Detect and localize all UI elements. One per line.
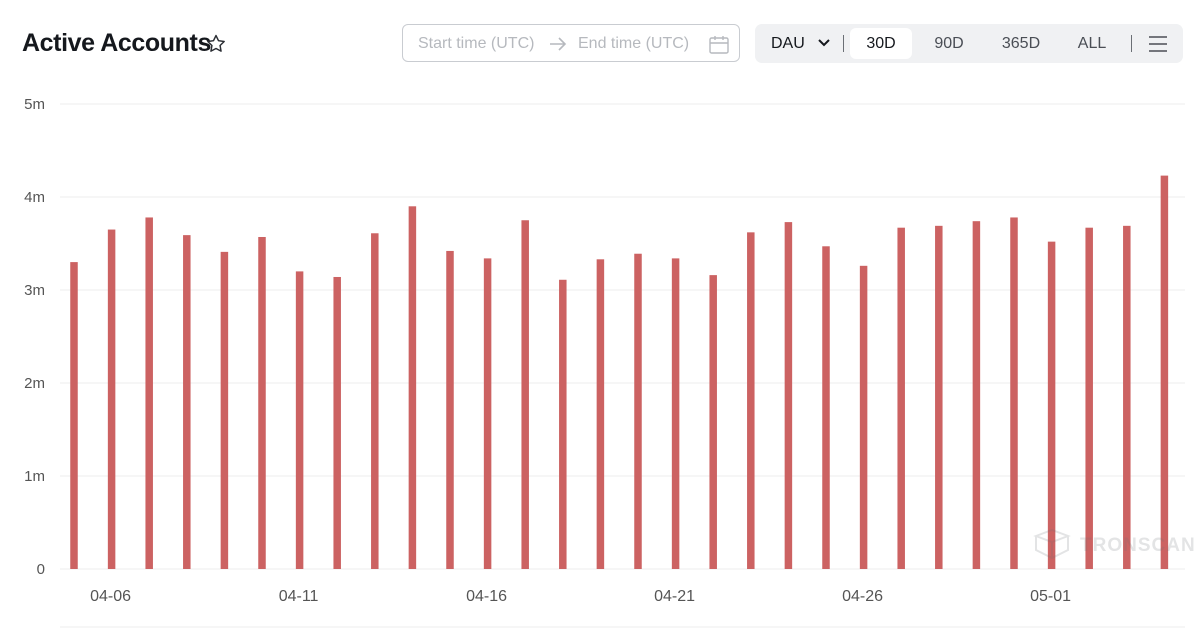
chart-header: Active Accounts Start time (UTC) End tim…	[0, 0, 1200, 90]
tronscan-logo-icon	[1033, 528, 1071, 560]
bar	[634, 253, 642, 570]
bar	[483, 258, 492, 569]
bar	[747, 232, 755, 569]
x-tick-label: 05-01	[1030, 588, 1071, 605]
bar	[333, 276, 341, 569]
x-tick-label: 04-26	[842, 588, 883, 605]
x-tick-label: 04-16	[466, 588, 507, 605]
bar	[859, 265, 868, 569]
end-time-input[interactable]: End time (UTC)	[578, 35, 690, 52]
time-range-controls: DAU 30D 90D 365D ALL	[755, 24, 1183, 63]
calendar-icon[interactable]	[709, 35, 729, 54]
range-all-button[interactable]: ALL	[1077, 35, 1107, 52]
start-time-input[interactable]: Start time (UTC)	[418, 35, 535, 52]
bar	[784, 222, 793, 570]
bar	[183, 235, 191, 569]
bar	[408, 206, 417, 570]
y-tick-label: 0	[37, 561, 45, 578]
bar	[295, 271, 304, 569]
bar	[107, 229, 116, 570]
menu-icon[interactable]	[1148, 35, 1168, 53]
x-tick-label: 04-21	[654, 588, 695, 605]
y-tick-label: 2m	[24, 375, 45, 392]
page-title: Active Accounts	[22, 29, 211, 57]
x-tick-label: 04-11	[279, 588, 319, 605]
bar	[935, 225, 943, 569]
bar	[70, 262, 78, 569]
metric-select[interactable]: DAU	[763, 24, 843, 63]
divider	[843, 35, 844, 52]
bar	[145, 217, 153, 569]
bar	[521, 220, 529, 569]
bar	[822, 246, 830, 570]
bar	[446, 250, 454, 569]
bar	[972, 221, 981, 569]
watermark-text: TRONSCAN	[1080, 535, 1196, 556]
bar	[671, 258, 680, 569]
y-tick-label: 1m	[24, 468, 45, 485]
y-tick-label: 3m	[24, 282, 45, 299]
bar	[371, 233, 379, 569]
range-365d-button[interactable]: 365D	[1001, 35, 1041, 52]
bar	[897, 227, 905, 569]
bar	[596, 259, 605, 569]
tronscan-watermark: TRONSCAN	[1032, 528, 1195, 565]
x-tick-label: 04-06	[90, 588, 131, 605]
y-tick-label: 4m	[24, 189, 45, 206]
bar	[220, 251, 229, 569]
chevron-down-icon	[818, 39, 830, 47]
y-tick-label: 5m	[24, 96, 45, 113]
metric-select-value: DAU	[771, 35, 805, 52]
bar	[1123, 225, 1131, 569]
bar	[258, 236, 266, 570]
date-range-picker[interactable]: Start time (UTC) End time (UTC)	[402, 24, 740, 62]
range-30d-button[interactable]: 30D	[850, 28, 912, 59]
bar	[1047, 241, 1056, 569]
star-icon[interactable]	[205, 33, 227, 55]
bar	[1160, 175, 1169, 570]
bar	[709, 275, 717, 569]
bar	[1085, 227, 1093, 569]
bar	[559, 279, 567, 569]
bar	[1010, 217, 1018, 569]
arrow-right-icon	[550, 37, 567, 51]
range-90d-button[interactable]: 90D	[934, 35, 964, 52]
divider	[1131, 35, 1132, 52]
